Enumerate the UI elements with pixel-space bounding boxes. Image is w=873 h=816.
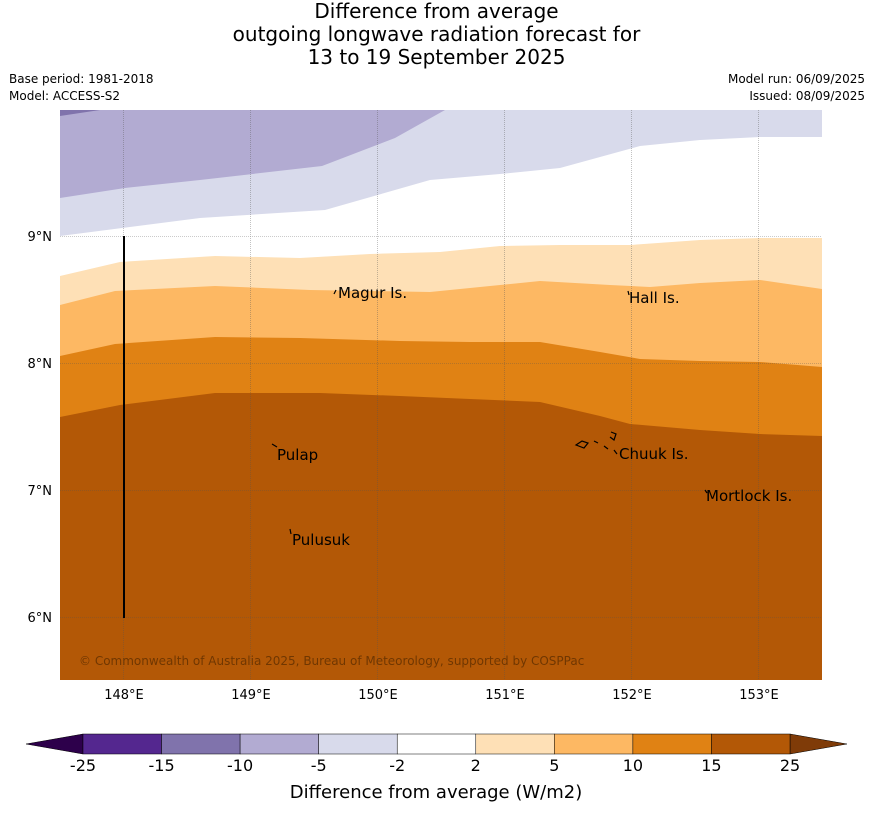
colorbar-tick-label: 2 (471, 756, 481, 775)
lon-label: 151°E (485, 688, 525, 703)
magur-island (333, 289, 337, 295)
model-name: Model: ACCESS-S2 (9, 89, 121, 103)
colorbar-swatch (239, 733, 319, 755)
colorbar-over-arrow (789, 733, 848, 755)
colorbar-swatch (632, 733, 712, 755)
copyright-notice: © Commonwealth of Australia 2025, Bureau… (79, 654, 584, 668)
colorbar-tick-label: 25 (780, 756, 800, 775)
colorbar-swatch (82, 733, 162, 755)
colorbar-swatch (318, 733, 398, 755)
lon-label: 149°E (231, 688, 271, 703)
lon-label: 153°E (739, 688, 779, 703)
colorbar-swatch (161, 733, 241, 755)
title-line-1: Difference from average (314, 0, 559, 23)
chuuk-islands (574, 431, 618, 455)
colorbar-under-arrow (25, 733, 84, 755)
label-pulusuk: Pulusuk (292, 531, 350, 549)
issued-date: Issued: 08/09/2025 (749, 89, 865, 103)
model-run: Model run: 06/09/2025 (727, 72, 865, 86)
title-line-2: outgoing longwave radiation forecast for (232, 22, 641, 46)
colorbar-tick-label: -15 (148, 756, 174, 775)
label-pulap: Pulap (277, 446, 318, 464)
colorbar-tick-label: 10 (623, 756, 643, 775)
colorbar-tick-label: -2 (389, 756, 405, 775)
colorbar-tick-label: -10 (227, 756, 253, 775)
colorbar-tick-label: -5 (311, 756, 327, 775)
colorbar-label: Difference from average (W/m2) (290, 782, 582, 803)
colorbar-tick-label: 15 (701, 756, 721, 775)
colorbar-swatch (554, 733, 634, 755)
lat-label: 8°N (28, 357, 53, 372)
title-line-3: 13 to 19 September 2025 (307, 45, 566, 69)
band-minus10 (60, 110, 445, 198)
map-plot: Magur Is. Hall Is. Pulap Chuuk Is. Mortl… (60, 110, 822, 680)
colorbar-tick-label: 5 (549, 756, 559, 775)
island-markers (271, 289, 708, 535)
lat-label: 7°N (28, 484, 53, 499)
colorbar: -25 -15 -10 -5 -2 2 5 10 15 25 Difference from av… (25, 733, 848, 803)
lon-label: 148°E (104, 688, 144, 703)
band-plus15 (60, 393, 822, 680)
label-hall: Hall Is. (629, 289, 680, 307)
longitude-labels: 148°E 149°E 150°E 151°E 152°E 153°E (104, 688, 779, 703)
map-title: Difference from average outgoing longwav… (0, 0, 873, 69)
pulap-island (271, 443, 278, 448)
label-magur: Magur Is. (338, 284, 407, 302)
base-info: Base period: 1981-2018 Model: ACCESS-S2 (9, 71, 154, 105)
lon-label: 152°E (612, 688, 652, 703)
colorbar-swatch (475, 733, 555, 755)
label-mortlock: Mortlock Is. (706, 487, 792, 505)
band-minus15 (60, 110, 100, 116)
label-chuuk: Chuuk Is. (619, 445, 688, 463)
run-info: Model run: 06/09/2025 Issued: 08/09/2025 (728, 71, 865, 105)
hall-island (627, 290, 630, 296)
pulusuk-island (289, 528, 292, 535)
latitude-labels: 9°N 8°N 7°N 6°N (28, 230, 53, 626)
mortlock-island (704, 489, 708, 494)
base-period: Base period: 1981-2018 (9, 72, 154, 86)
colorbar-tick-label: -25 (70, 756, 96, 775)
colorbar-swatch (396, 733, 477, 755)
lat-label: 6°N (28, 611, 53, 626)
lat-label: 9°N (28, 230, 53, 245)
colorbar-swatch (711, 733, 791, 755)
lon-label: 150°E (358, 688, 398, 703)
